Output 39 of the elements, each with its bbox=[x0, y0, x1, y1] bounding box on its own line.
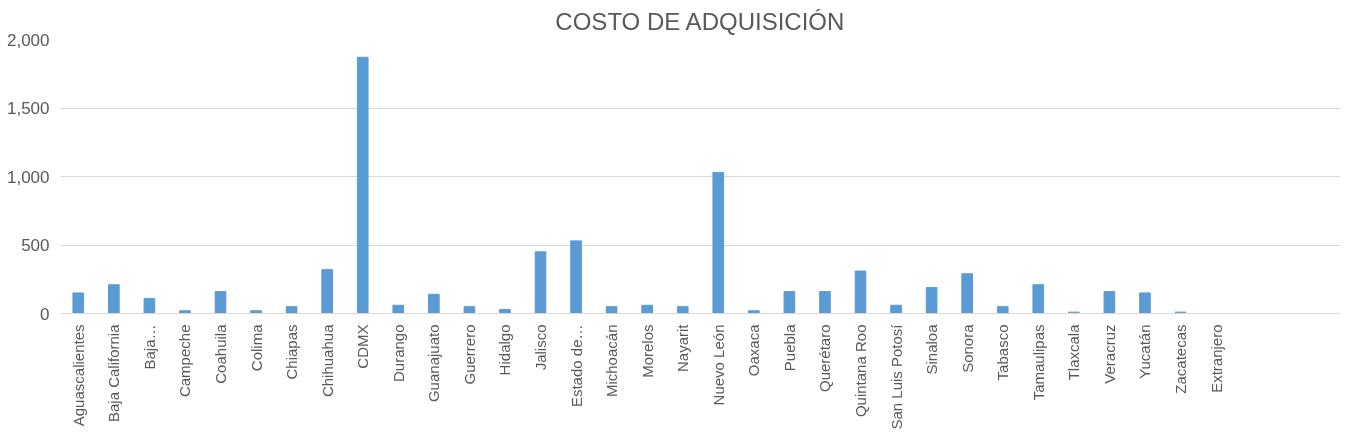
x-tick-label: CDMX bbox=[354, 324, 372, 369]
y-tick-label: 0 bbox=[40, 304, 50, 324]
y-tick-label: 1,500 bbox=[6, 99, 50, 118]
x-tick-label: Aguascalientes bbox=[69, 324, 87, 427]
x-tick-label: Tlaxcala bbox=[1065, 323, 1083, 381]
x-tick-label: Hidalgo bbox=[496, 324, 514, 376]
y-tick-label: 500 bbox=[21, 236, 50, 255]
x-tick-label: Michoacán bbox=[603, 324, 621, 398]
x-tick-label: Chihuahua bbox=[318, 323, 336, 398]
x-tick-label: Tamaulipas bbox=[1029, 324, 1047, 401]
x-tick-label: Estado de… bbox=[567, 324, 585, 408]
x-tick-label: Chiapas bbox=[283, 324, 301, 380]
x-tick-label: Durango bbox=[389, 324, 407, 383]
x-tick-label: Guanajuato bbox=[425, 324, 443, 403]
x-tick-label: Zacatecas bbox=[1172, 324, 1189, 394]
x-tick-label: Yucatán bbox=[1136, 324, 1154, 379]
x-tick-label: Nayarit bbox=[674, 323, 692, 373]
x-tick-label: San Luis Potosí bbox=[887, 323, 905, 430]
x-tick-label: Baja California bbox=[105, 323, 123, 423]
x-tick-label: Querétaro bbox=[816, 324, 834, 393]
x-tick-label: Veracruz bbox=[1100, 324, 1118, 384]
x-tick-label: Guerrero bbox=[460, 324, 478, 385]
x-tick-label: Coahuila bbox=[212, 323, 229, 384]
x-tick-label: Tabasco bbox=[994, 324, 1012, 381]
x-tick-label: Colima bbox=[247, 323, 265, 372]
y-tick-label: 2,000 bbox=[6, 30, 50, 50]
x-tick-label: Morelos bbox=[638, 324, 656, 378]
x-tick-label: Sonora bbox=[958, 323, 976, 373]
x-tick-label: Oaxaca bbox=[745, 323, 763, 377]
y-tick-label: 1,000 bbox=[6, 167, 50, 187]
x-tick-label: Puebla bbox=[780, 323, 798, 372]
x-tick-label: Sinaloa bbox=[923, 323, 941, 375]
chart-title: COSTO DE ADQUISICIÓN bbox=[555, 7, 845, 35]
x-tick-label: Baja… bbox=[140, 324, 158, 370]
x-tick-label: Campeche bbox=[176, 324, 194, 398]
x-tick-label: Extranjero bbox=[1207, 324, 1225, 393]
x-tick-label: Nuevo León bbox=[709, 324, 727, 406]
x-tick-label: Quintana Roo bbox=[852, 324, 869, 418]
x-tick-label: Jalisco bbox=[532, 324, 549, 371]
